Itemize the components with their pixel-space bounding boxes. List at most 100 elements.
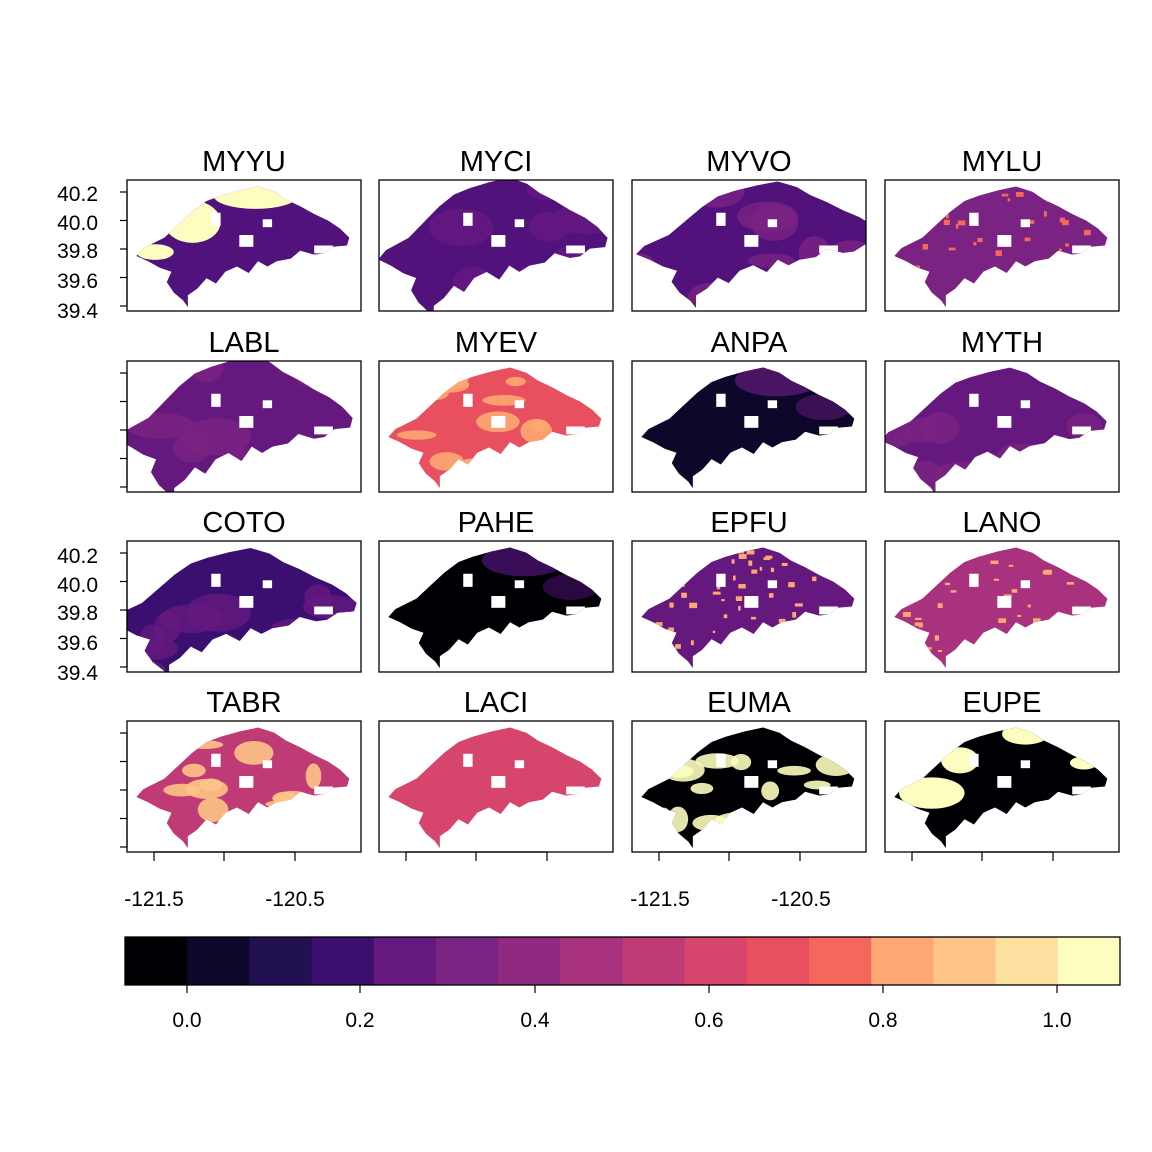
- colorbar-bin: [995, 937, 1059, 985]
- map-panel-myvo: MYVO: [631, 146, 867, 312]
- colorbar-tick-label: 0.0: [172, 1009, 201, 1032]
- panel-title: MYEV: [455, 327, 538, 359]
- map-panel-labl: LABL: [120, 327, 362, 493]
- panel-frame: [631, 179, 867, 312]
- map-panel-lano: LANO: [884, 507, 1120, 673]
- panel-title: MYLU: [962, 146, 1043, 178]
- region-map: [894, 727, 1108, 849]
- panel-title: LABL: [209, 327, 280, 359]
- panel-title: ANPA: [711, 327, 788, 359]
- colorbar-ticks: 0.0 0.2 0.4 0.6 0.8 1.0: [172, 1009, 1071, 1032]
- panel-title: MYVO: [706, 146, 791, 178]
- map-panel-euma: EUMA: [631, 687, 867, 861]
- colorbar-frame: [124, 936, 1121, 986]
- map-panel-tabr: TABR: [120, 687, 362, 861]
- panel-frame: [884, 179, 1120, 312]
- region-map: [641, 727, 855, 849]
- panel-frame: [378, 179, 614, 312]
- colorbar-bin: [622, 937, 686, 985]
- colorbar-bin: [498, 937, 561, 985]
- region-map: [136, 186, 350, 308]
- y-tick-label: 39.8: [57, 240, 98, 263]
- region-map: [636, 181, 866, 308]
- map-panel-laci: LACI: [378, 687, 614, 861]
- y-tick-label: 39.4: [57, 300, 98, 323]
- panel-title: MYCI: [460, 146, 533, 178]
- y-tick-label: 39.6: [57, 270, 98, 293]
- panel-frame: [884, 360, 1120, 493]
- panel-title: TABR: [206, 687, 281, 719]
- colorbar-bin: [684, 937, 748, 985]
- y-tick-label: 40.0: [57, 212, 98, 235]
- map-panel-anpa: ANPA: [631, 327, 867, 493]
- latitude-axes: 40.2 40.0 39.8 39.6 39.4 40.2 40.0 39.8 …: [57, 183, 98, 685]
- colorbar-tick-label: 0.6: [694, 1009, 723, 1032]
- y-tick-label: 40.2: [57, 545, 98, 568]
- panel-title: LANO: [963, 507, 1042, 539]
- region-map: [127, 548, 357, 672]
- longitude-axes: -121.5 -120.5 -121.5 -120.5: [124, 888, 831, 911]
- colorbar-bin: [809, 937, 872, 985]
- panel-frame: [884, 540, 1120, 673]
- panel-title: COTO: [202, 507, 285, 539]
- map-panel-mylu: MYLU: [884, 146, 1120, 312]
- colorbar-bin: [311, 937, 375, 985]
- map-panel-pahe: PAHE: [378, 507, 614, 673]
- map-panel-epfu: EPFU: [631, 507, 867, 673]
- map-panel-coto: COTO: [120, 507, 362, 673]
- y-tick-label: 39.6: [57, 632, 98, 655]
- map-panel-eupe: EUPE: [884, 687, 1120, 861]
- panel-title: LACI: [464, 687, 528, 719]
- panel-frame: [378, 540, 614, 673]
- panel-title: MYTH: [961, 327, 1043, 359]
- colorbar: [124, 936, 1121, 993]
- colorbar-tick-label: 0.2: [345, 1009, 374, 1032]
- panel-title: EUMA: [707, 687, 791, 719]
- colorbar-bin: [125, 937, 188, 985]
- region-map: [641, 367, 855, 489]
- colorbar-bin: [249, 937, 313, 985]
- x-tick-label: -120.5: [771, 888, 831, 911]
- colorbar-bin: [187, 937, 250, 985]
- region-map: [388, 727, 602, 849]
- map-panel-myyu: MYYU: [120, 146, 362, 312]
- colorbar-bin: [435, 937, 499, 985]
- x-tick-label: -121.5: [630, 888, 690, 911]
- panel-title: PAHE: [458, 507, 535, 539]
- panel-title: MYYU: [202, 146, 286, 178]
- colorbar-tick-label: 0.8: [868, 1009, 897, 1032]
- panel-frame: [631, 540, 867, 673]
- panel-title: EUPE: [963, 687, 1042, 719]
- colorbar-tick-label: 1.0: [1042, 1009, 1071, 1032]
- panel-frame: [631, 360, 867, 493]
- region-map: [379, 180, 608, 311]
- colorbar-tick-label: 0.4: [520, 1009, 550, 1032]
- y-tick-label: 40.0: [57, 574, 98, 597]
- x-tick-label: -120.5: [265, 888, 325, 911]
- map-panel-myth: MYTH: [884, 327, 1120, 493]
- map-panel-myev: MYEV: [378, 327, 614, 493]
- y-tick-label: 39.8: [57, 602, 98, 625]
- panel-frame: [378, 360, 614, 493]
- colorbar-bin: [871, 937, 934, 985]
- panel-title: EPFU: [710, 507, 787, 539]
- region-map: [388, 547, 602, 669]
- colorbar-bin: [560, 937, 623, 985]
- x-tick-label: -121.5: [124, 888, 184, 911]
- map-panel-myci: MYCI: [378, 146, 614, 312]
- region-map: [127, 361, 353, 492]
- region-map: [885, 367, 1107, 492]
- region-map: [641, 547, 855, 669]
- y-tick-label: 39.4: [57, 662, 98, 685]
- region-map: [136, 727, 350, 849]
- colorbar-bin: [933, 937, 997, 985]
- y-tick-label: 40.2: [57, 183, 98, 206]
- region-map: [894, 186, 1108, 308]
- colorbar-bin: [1057, 937, 1121, 985]
- colorbar-bin: [373, 937, 437, 985]
- region-map: [388, 367, 602, 489]
- colorbar-bin: [746, 937, 810, 985]
- region-map: [894, 547, 1108, 669]
- panel-grid: MYYU MYCI MYVO MYLU LABL MYEV ANPA MYTH COTO PAHE…: [120, 146, 1120, 861]
